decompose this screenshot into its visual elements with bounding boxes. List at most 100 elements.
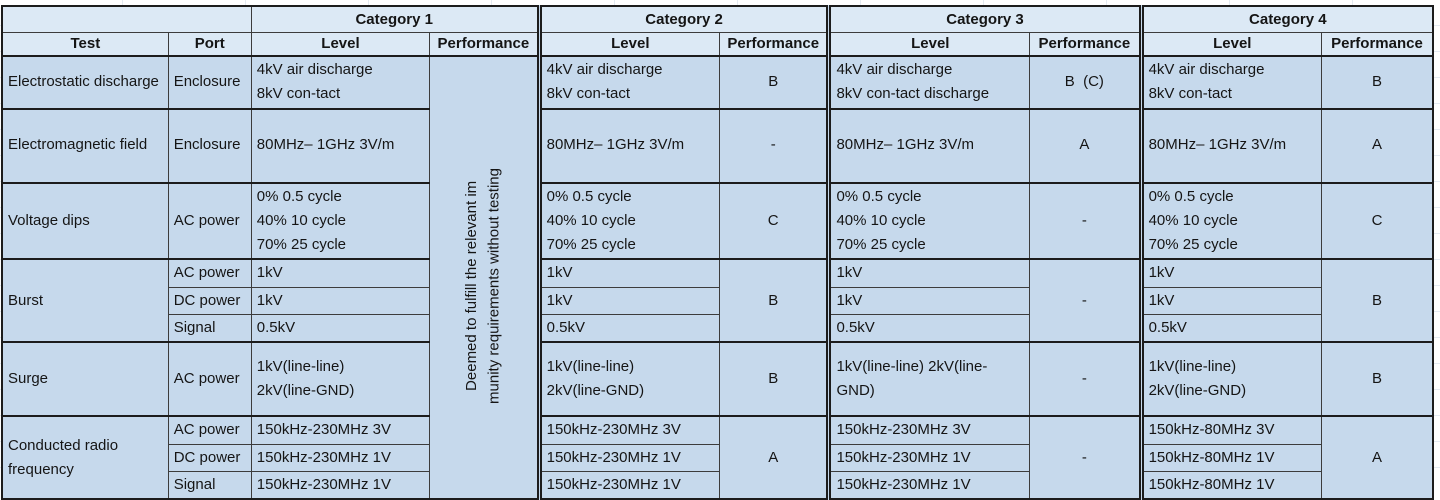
level-cell: 1kV — [826, 286, 1031, 316]
level-cell: 0.5kV — [826, 314, 1031, 343]
performance-cell: B — [1320, 55, 1434, 110]
performance-cell: - — [1029, 341, 1142, 417]
table-row: DC power 150kHz-230MHz 1V 150kHz-230MHz … — [2, 443, 1433, 472]
level-cell: 1kV — [1138, 258, 1322, 288]
level-cell: 1kV(line-line) 2kV(line-GND) — [826, 341, 1031, 417]
level-cell: 1kV(line-line) 2kV(line-GND) — [1138, 341, 1322, 417]
level-cell: 150kHz-230MHz 1V — [250, 443, 431, 472]
level-cell: 150kHz-80MHz 3V — [1138, 415, 1322, 445]
level-cell: 1kV(line-line) 2kV(line-GND) — [536, 341, 721, 417]
port-cell: DC power — [167, 443, 252, 472]
table-row: DC power 1kV 1kV 1kV 1kV — [2, 286, 1433, 316]
column-header-performance-3: Performance — [1029, 31, 1142, 57]
level-cell: 4kV air discharge 8kV con-tact — [1138, 55, 1322, 110]
port-cell: Signal — [167, 470, 252, 500]
port-cell: Enclosure — [167, 107, 252, 184]
column-header-test: Test — [1, 31, 169, 57]
level-cell: 0% 0.5 cycle 40% 10 cycle 70% 25 cycle — [1138, 181, 1322, 260]
test-cell: Burst — [1, 258, 169, 343]
vertical-note: Deemed to fulfill the relevant im munity… — [462, 167, 503, 404]
level-cell: 150kHz-230MHz 3V — [250, 415, 431, 445]
column-header-level-4: Level — [1138, 31, 1322, 57]
column-header-level-2: Level — [536, 31, 721, 57]
level-cell: 4kV air discharge 8kV con-tact discharge — [826, 55, 1031, 110]
table-row: Electrostatic discharge Enclosure 4kV ai… — [1, 54, 1434, 500]
table-row: Burst AC power 1kV 1kV B 1kV - 1kV B — [1, 258, 1434, 343]
performance-cell: C — [718, 181, 830, 260]
level-cell: 150kHz-230MHz 3V — [536, 415, 721, 445]
level-cell: 150kHz-230MHz 1V — [250, 470, 431, 500]
level-cell: 1kV(line-line) 2kV(line-GND) — [250, 341, 431, 417]
test-cell: Voltage dips — [1, 181, 169, 260]
table-row: Surge AC power 1kV(line-line) 2kV(line-G… — [1, 341, 1434, 417]
cat1-performance-note-cell: Deemed to fulfill the relevant im munity… — [429, 54, 540, 500]
level-cell: 0% 0.5 cycle 40% 10 cycle 70% 25 cycle — [536, 181, 721, 260]
port-cell: Enclosure — [167, 55, 252, 110]
performance-cell: B — [1320, 258, 1434, 343]
performance-cell: A — [718, 415, 830, 500]
column-header-performance-4: Performance — [1320, 31, 1434, 57]
level-cell: 150kHz-230MHz 1V — [826, 470, 1031, 500]
performance-cell: A — [1320, 415, 1434, 500]
level-cell: 4kV air discharge 8kV con-tact — [250, 55, 431, 110]
level-cell: 4kV air discharge 8kV con-tact — [536, 55, 721, 110]
column-header-performance-2: Performance — [718, 31, 830, 57]
port-cell: DC power — [167, 286, 252, 316]
level-cell: 0.5kV — [536, 314, 721, 343]
performance-cell: B — [1320, 341, 1434, 417]
level-cell: 0% 0.5 cycle 40% 10 cycle 70% 25 cycle — [826, 181, 1031, 260]
performance-cell: B — [718, 341, 830, 417]
port-cell: AC power — [167, 415, 252, 445]
level-cell: 1kV — [1138, 286, 1322, 316]
level-cell: 0.5kV — [1138, 314, 1322, 343]
performance-cell: - — [1029, 415, 1142, 500]
category-header-4: Category 4 — [1138, 5, 1434, 33]
table-row: Electromagnetic field Enclosure 80MHz– 1… — [1, 107, 1434, 184]
level-cell: 1kV — [250, 286, 431, 316]
performance-cell: B — [718, 55, 830, 110]
test-cell: Electromagnetic field — [1, 107, 169, 184]
test-cell: Electrostatic discharge — [1, 55, 169, 110]
level-cell: 150kHz-80MHz 1V — [1138, 470, 1322, 500]
performance-cell: - — [718, 107, 830, 184]
category-header-1: Category 1 — [250, 5, 540, 33]
table-row: Category 1 Category 2 Category 3 Categor… — [1, 5, 1434, 33]
performance-cell: A — [1320, 107, 1434, 184]
level-cell: 0.5kV — [250, 314, 431, 343]
performance-cell: - — [1029, 181, 1142, 260]
column-header-level-3: Level — [826, 31, 1031, 57]
table-row: Voltage dips AC power 0% 0.5 cycle 40% 1… — [1, 181, 1434, 260]
column-header-performance-1: Performance — [429, 31, 540, 57]
level-cell: 1kV — [250, 258, 431, 288]
corner-cell — [1, 5, 252, 33]
test-cell: Conducted radio frequency — [1, 415, 169, 500]
performance-cell: - — [1029, 258, 1142, 343]
performance-cell: B (C) — [1029, 55, 1142, 110]
column-header-level-1: Level — [250, 31, 431, 57]
table-row: Conducted radio frequency AC power 150kH… — [1, 415, 1434, 500]
level-cell: 1kV — [826, 258, 1031, 288]
level-cell: 80MHz– 1GHz 3V/m — [536, 107, 721, 184]
column-header-port: Port — [167, 31, 252, 57]
port-cell: AC power — [167, 181, 252, 260]
level-cell: 0% 0.5 cycle 40% 10 cycle 70% 25 cycle — [250, 181, 431, 260]
level-cell: 1kV — [536, 258, 721, 288]
emc-test-table: Category 1 Category 2 Category 3 Categor… — [1, 5, 1434, 500]
port-cell: AC power — [167, 258, 252, 288]
level-cell: 80MHz– 1GHz 3V/m — [826, 107, 1031, 184]
performance-cell: A — [1029, 107, 1142, 184]
test-cell: Surge — [1, 341, 169, 417]
level-cell: 80MHz– 1GHz 3V/m — [250, 107, 431, 184]
level-cell: 1kV — [536, 286, 721, 316]
port-cell: AC power — [167, 341, 252, 417]
level-cell: 150kHz-230MHz 1V — [536, 470, 721, 500]
level-cell: 150kHz-80MHz 1V — [1138, 443, 1322, 472]
category-header-3: Category 3 — [826, 5, 1142, 33]
table-row: Signal 0.5kV 0.5kV 0.5kV 0.5kV — [2, 314, 1433, 343]
performance-cell: B — [718, 258, 830, 343]
category-header-2: Category 2 — [536, 5, 830, 33]
level-cell: 80MHz– 1GHz 3V/m — [1138, 107, 1322, 184]
level-cell: 150kHz-230MHz 3V — [826, 415, 1031, 445]
level-cell: 150kHz-230MHz 1V — [536, 443, 721, 472]
